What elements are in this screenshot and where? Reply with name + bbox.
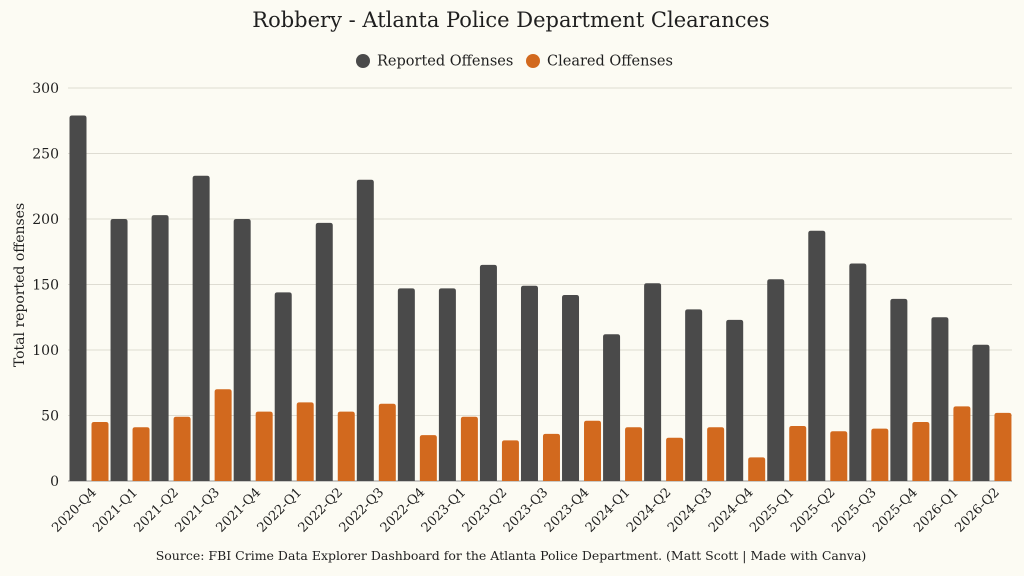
bar-cleared-offenses-2024-q1 <box>625 427 643 481</box>
bar-reported-offenses-2021-q3 <box>192 175 210 481</box>
bar-reported-offenses-2025-q2 <box>808 230 826 481</box>
bar-cleared-offenses-2021-q2 <box>173 416 191 481</box>
bar-cleared-offenses-2024-q3 <box>707 427 725 481</box>
bar-reported-offenses-2022-q1 <box>274 292 292 481</box>
bar-cleared-offenses-2023-q2 <box>501 440 519 481</box>
y-tick-label: 300 <box>32 81 59 97</box>
bar-cleared-offenses-2022-q2 <box>337 411 355 481</box>
bar-reported-offenses-2025-q1 <box>767 279 785 481</box>
bar-reported-offenses-2024-q1 <box>603 334 621 481</box>
bar-reported-offenses-2026-q2 <box>972 344 990 481</box>
bar-reported-offenses-2023-q4 <box>562 294 580 481</box>
y-tick-label: 50 <box>41 409 59 425</box>
y-tick-label: 250 <box>32 147 59 163</box>
bar-cleared-offenses-2025-q1 <box>789 425 807 481</box>
y-tick-label: 150 <box>32 278 59 294</box>
y-axis-ticks: 0 50 100 150 200 250 300 <box>32 81 59 490</box>
bar-reported-offenses-2022-q3 <box>356 179 374 481</box>
bar-cleared-offenses-2022-q1 <box>296 402 314 481</box>
bar-cleared-offenses-2021-q1 <box>132 427 150 481</box>
bar-reported-offenses-2025-q3 <box>849 263 867 481</box>
bar-cleared-offenses-2023-q4 <box>584 420 602 481</box>
bar-cleared-offenses-2024-q4 <box>748 457 766 481</box>
bar-reported-offenses-2022-q2 <box>315 222 333 481</box>
bar-reported-offenses-2021-q2 <box>151 215 169 481</box>
bar-cleared-offenses-2022-q3 <box>378 403 396 481</box>
bar-cleared-offenses-2023-q1 <box>460 416 478 481</box>
bar-reported-offenses-2021-q1 <box>110 219 128 481</box>
legend-swatch <box>526 54 540 68</box>
bar-reported-offenses-2025-q4 <box>890 298 908 481</box>
chart-title: Robbery - Atlanta Police Department Clea… <box>252 8 769 32</box>
bar-cleared-offenses-2024-q2 <box>666 437 684 481</box>
y-tick-label: 200 <box>32 212 59 228</box>
bar-cleared-offenses-2022-q4 <box>419 435 437 481</box>
legend: Reported Offenses Cleared Offenses <box>356 54 673 70</box>
bar-reported-offenses-2020-q4 <box>69 115 87 481</box>
bar-reported-offenses-2023-q1 <box>438 288 456 481</box>
source-note: Source: FBI Crime Data Explorer Dashboar… <box>156 548 867 563</box>
bar-cleared-offenses-2025-q2 <box>830 431 848 481</box>
bar-reported-offenses-2024-q2 <box>644 283 662 481</box>
legend-item-cleared-offenses: Cleared Offenses <box>526 54 673 70</box>
legend-item-reported-offenses: Reported Offenses <box>356 54 513 70</box>
y-tick-label: 100 <box>32 343 59 359</box>
bars <box>69 115 1012 481</box>
bar-reported-offenses-2023-q3 <box>520 285 538 481</box>
x-axis-ticks: 2020-Q42021-Q12021-Q22021-Q32021-Q42022-… <box>49 485 1002 535</box>
bar-cleared-offenses-2021-q3 <box>214 389 232 481</box>
y-tick-label: 0 <box>50 474 59 490</box>
legend-label: Reported Offenses <box>377 54 513 70</box>
bar-cleared-offenses-2026-q1 <box>953 406 971 481</box>
bar-reported-offenses-2023-q2 <box>479 264 497 481</box>
bar-reported-offenses-2022-q4 <box>397 288 415 481</box>
bar-cleared-offenses-2025-q3 <box>871 428 889 481</box>
bar-cleared-offenses-2020-q4 <box>91 422 109 481</box>
bar-cleared-offenses-2025-q4 <box>912 422 930 481</box>
bar-cleared-offenses-2023-q3 <box>542 433 560 481</box>
bar-reported-offenses-2024-q4 <box>726 319 744 481</box>
bar-cleared-offenses-2021-q4 <box>255 411 273 481</box>
y-axis-label: Total reported offenses <box>12 203 28 367</box>
legend-label: Cleared Offenses <box>547 54 673 70</box>
bar-reported-offenses-2024-q3 <box>685 309 703 481</box>
bar-reported-offenses-2026-q1 <box>931 317 949 481</box>
x-tick-label: 2026-Q2 <box>952 485 1002 535</box>
bar-cleared-offenses-2026-q2 <box>994 412 1012 481</box>
legend-swatch <box>356 54 370 68</box>
bar-reported-offenses-2021-q4 <box>233 219 251 481</box>
